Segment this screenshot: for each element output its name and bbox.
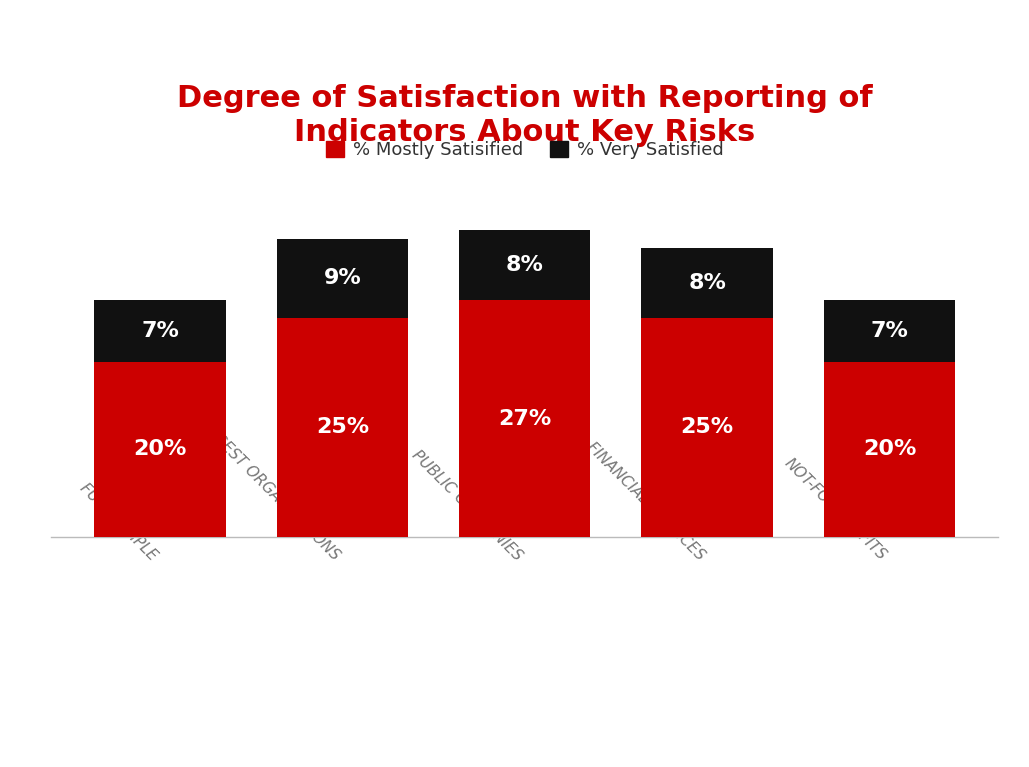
Text: 8%: 8% [688, 273, 726, 293]
Legend: % Mostly Satisified, % Very Satisfied: % Mostly Satisified, % Very Satisfied [318, 133, 732, 166]
Text: 27%: 27% [498, 409, 552, 429]
Bar [459, 300, 591, 537]
Bar [459, 230, 591, 300]
Text: 20%: 20% [134, 439, 187, 459]
Bar [95, 361, 225, 537]
Text: 25%: 25% [316, 417, 369, 437]
Bar [277, 239, 409, 318]
Title: Degree of Satisfaction with Reporting of
Indicators About Key Risks: Degree of Satisfaction with Reporting of… [177, 84, 873, 147]
Text: 9%: 9% [323, 268, 361, 288]
Text: 7%: 7% [141, 321, 179, 341]
Text: 8%: 8% [506, 255, 543, 275]
Bar [824, 300, 955, 361]
Bar [277, 318, 409, 537]
Bar [824, 361, 955, 537]
Bar [95, 300, 225, 361]
Text: 25%: 25% [680, 417, 734, 437]
Text: 7%: 7% [871, 321, 909, 341]
Bar [641, 318, 773, 537]
Text: 20%: 20% [862, 439, 916, 459]
Bar [641, 248, 773, 318]
